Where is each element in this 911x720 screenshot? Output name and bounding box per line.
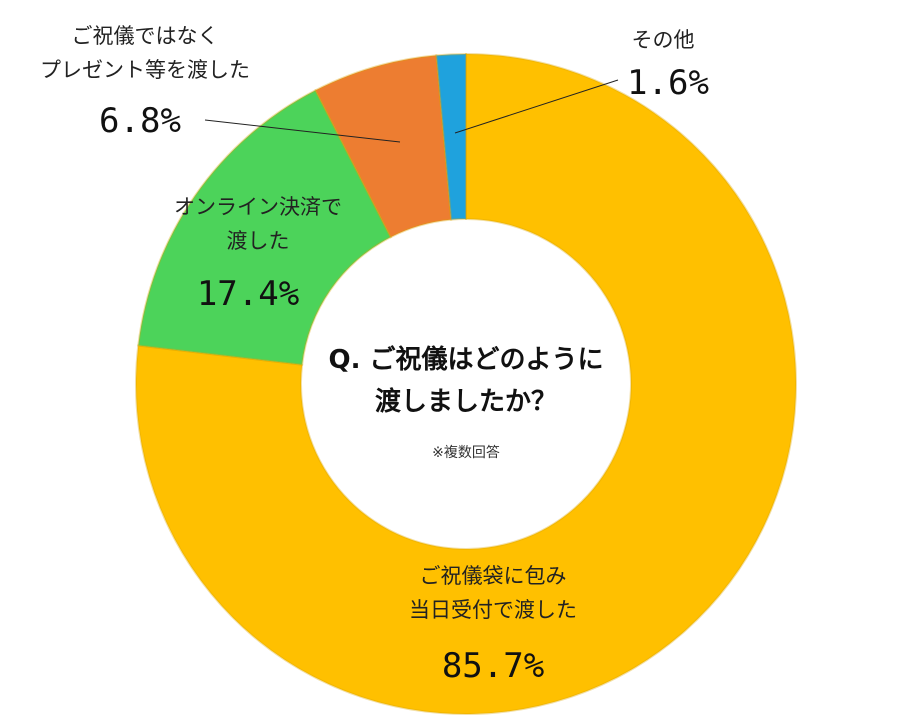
slice-label-envelope-line1: ご祝儀袋に包み xyxy=(420,564,567,588)
question-line1: Q. ご祝儀はどのように xyxy=(328,344,603,375)
slice-online xyxy=(137,88,393,366)
slice-label-present-line1: ご祝儀ではなく xyxy=(72,24,219,48)
question-line2: 渡しましたか？ xyxy=(375,386,557,417)
slice-value-other: 1.6% xyxy=(627,63,709,103)
slice-label-online-line2: 渡した xyxy=(227,229,290,253)
slice-envelope xyxy=(135,52,797,715)
slice-label-envelope-line2: 当日受付で渡した xyxy=(409,598,577,622)
leader-line-present xyxy=(204,119,401,143)
slice-label-online-line1: オンライン決済で xyxy=(174,195,342,219)
multiple-answer-note: ※複数回答 xyxy=(432,444,500,461)
slice-value-present: 6.8% xyxy=(99,101,181,141)
slice-label-present-line2: プレゼント等を渡した xyxy=(40,58,250,82)
slice-label-other: その他 xyxy=(632,28,695,52)
slice-value-envelope: 85.7% xyxy=(442,646,544,686)
donut-slices xyxy=(135,52,797,715)
leader-line-other xyxy=(454,79,619,134)
slice-other xyxy=(435,52,467,221)
slice-present xyxy=(314,54,453,239)
slice-value-online: 17.4% xyxy=(197,274,299,314)
